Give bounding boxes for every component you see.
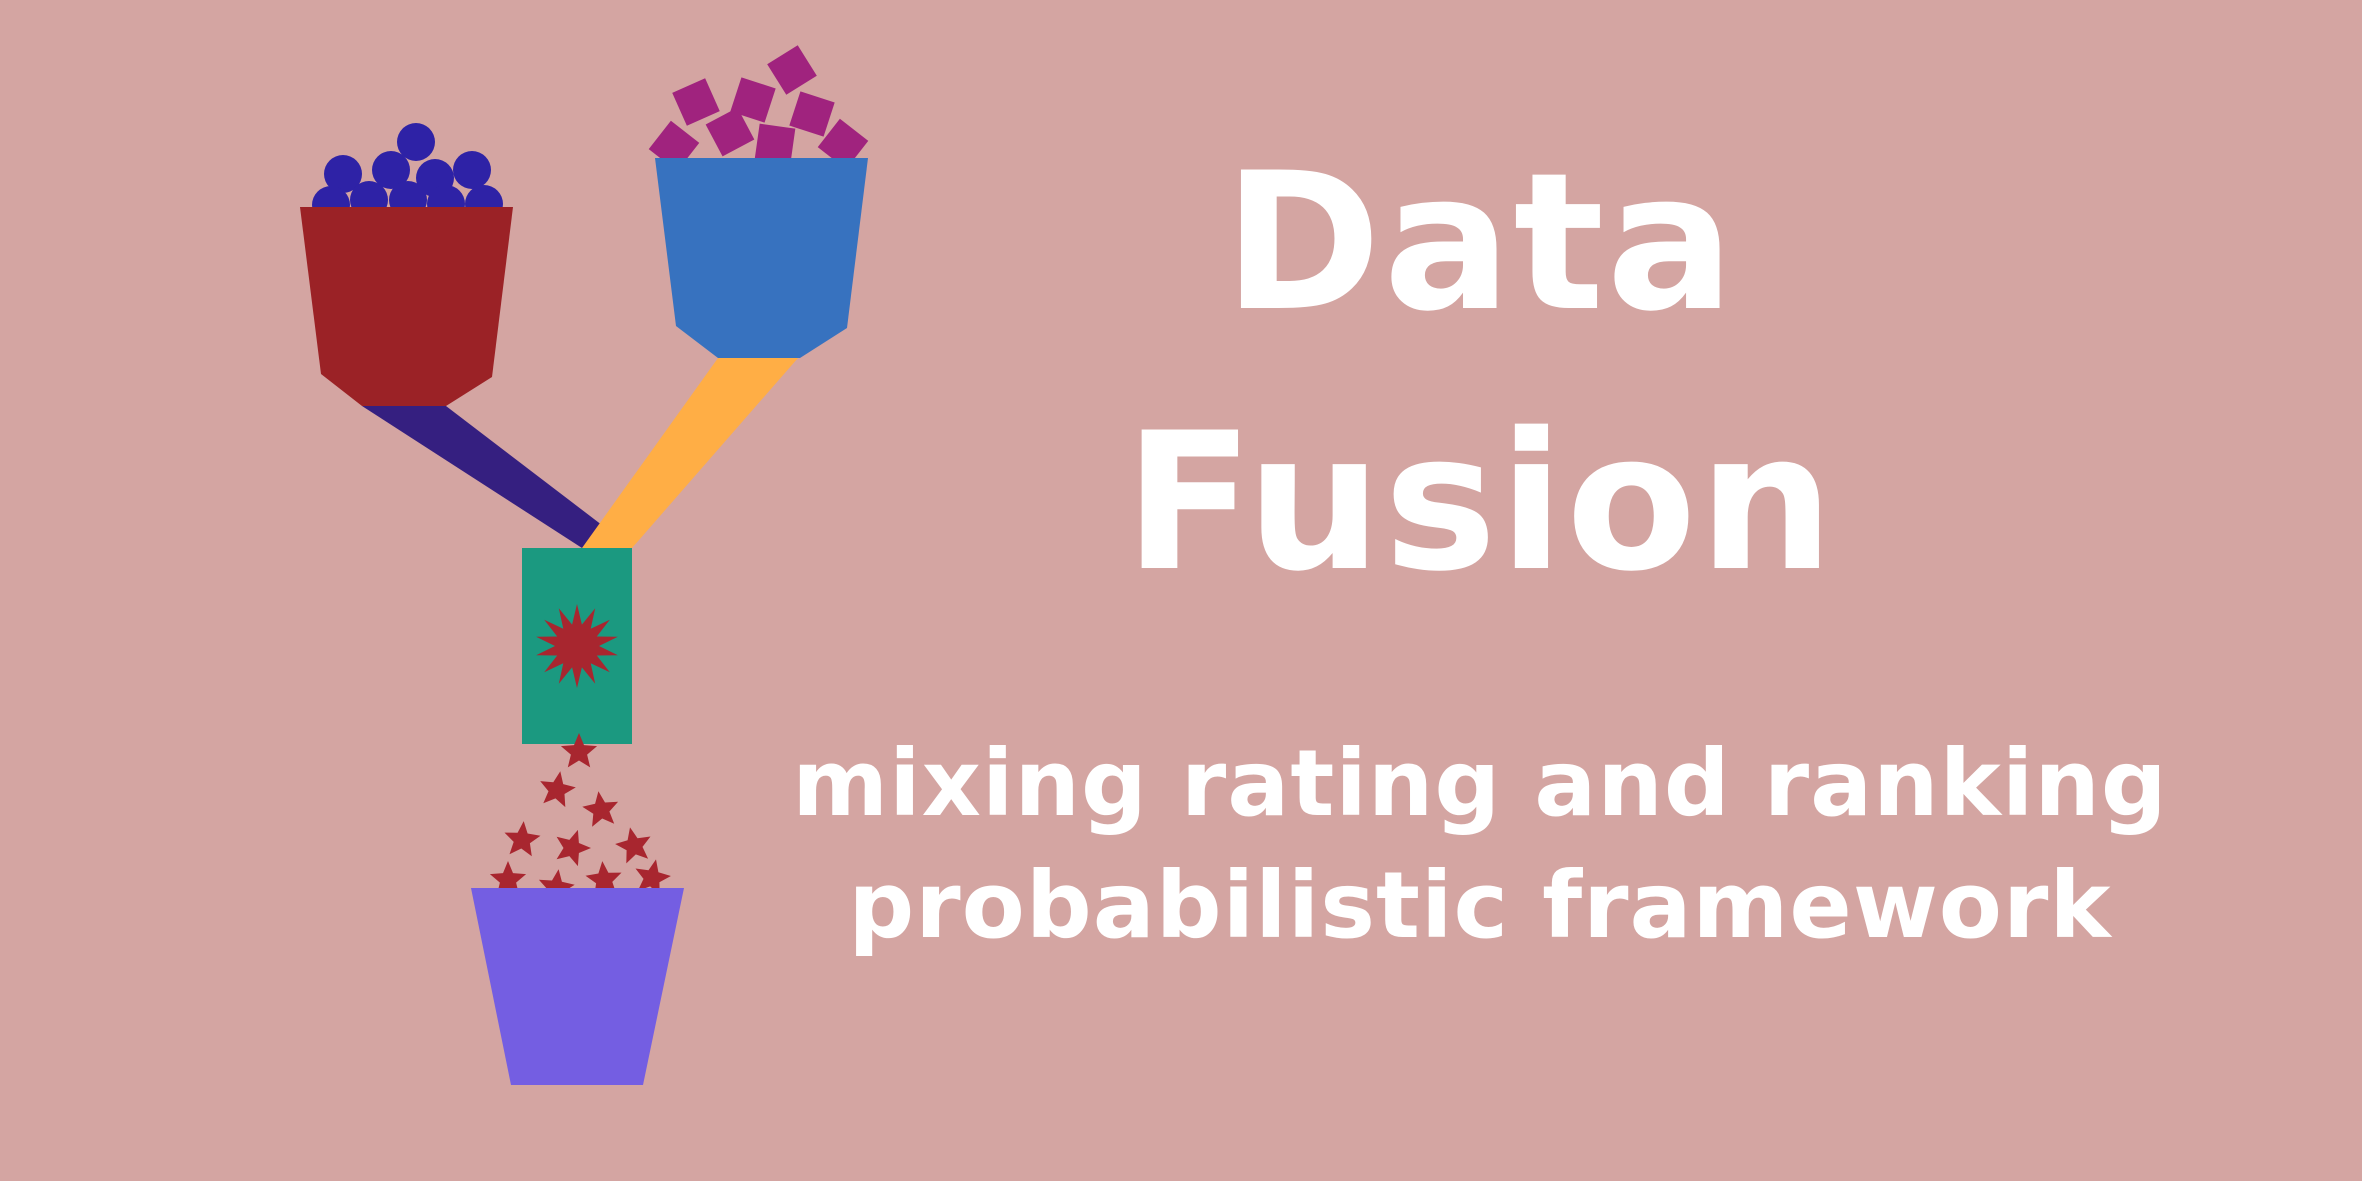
- star-icon: [635, 859, 671, 896]
- star-icon: [489, 861, 527, 896]
- star-icon: [585, 861, 622, 897]
- square-particle: [817, 118, 869, 170]
- subtitle-line-2: probabilistic framework: [848, 852, 2112, 959]
- red-funnel-icon: [300, 207, 513, 406]
- square-particle: [730, 77, 776, 123]
- falling-stars: [489, 733, 671, 905]
- blue-funnel-icon: [655, 158, 868, 358]
- square-particle: [672, 78, 720, 126]
- starburst-icon: [536, 604, 618, 688]
- star-icon: [504, 821, 541, 857]
- square-particle: [705, 107, 755, 157]
- right-pipe: [582, 358, 798, 548]
- circle-particle: [397, 123, 435, 161]
- square-pile: [648, 45, 869, 172]
- square-particle: [754, 123, 796, 165]
- title-line-2: Fusion: [1124, 392, 1836, 613]
- circle-particle: [324, 155, 362, 193]
- square-particle: [767, 45, 817, 95]
- title-line-1: Data: [1223, 132, 1737, 353]
- star-icon: [582, 791, 619, 827]
- circle-particle: [372, 151, 410, 189]
- left-pipe: [362, 406, 632, 548]
- subtitle-line-1: mixing rating and ranking: [792, 730, 2168, 837]
- output-bucket-icon: [471, 888, 684, 1085]
- star-icon: [540, 771, 576, 808]
- star-icon: [556, 829, 591, 867]
- star-icon: [560, 733, 598, 768]
- circle-particle: [453, 151, 491, 189]
- square-particle: [789, 91, 835, 137]
- star-icon: [615, 827, 651, 864]
